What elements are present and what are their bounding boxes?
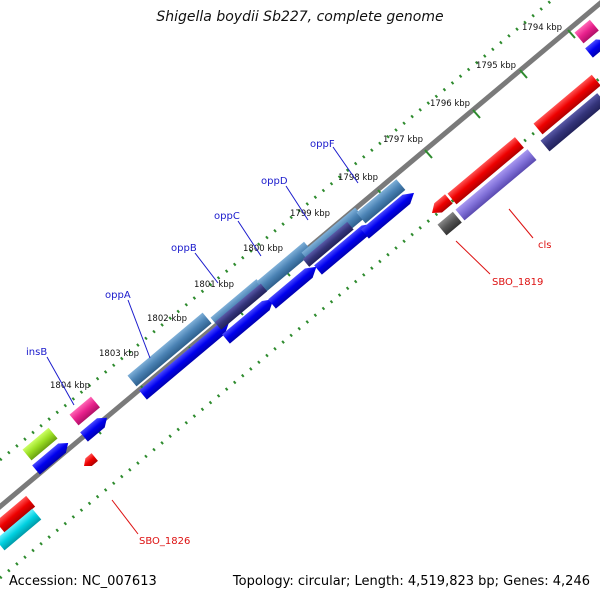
topology-text: Topology: circular; Length: 4,519,823 bp… [232, 574, 590, 589]
kbp-label: 1803 kbp [99, 349, 139, 359]
label-leaders [46, 146, 534, 535]
kbp-label: 1798 kbp [338, 173, 378, 183]
gene-cyan-feature[interactable] [0, 508, 42, 551]
label-oppB[interactable]: oppB [171, 243, 197, 254]
kbp-scale: 1794 kbp 1795 kbp 1796 kbp 1797 kbp 1798… [50, 23, 562, 391]
label-oppC[interactable]: oppC [214, 211, 240, 222]
gene-SBO_1826-feature[interactable] [81, 453, 98, 470]
map-title: Shigella boydii Sb227, complete genome [156, 9, 444, 25]
feature-track-outer-2 [32, 39, 600, 475]
kbp-label: 1794 kbp [522, 23, 562, 33]
kbp-label: 1797 kbp [383, 135, 423, 145]
gene-lime-feature[interactable] [22, 427, 58, 461]
gene-blue-arrow-feature[interactable] [139, 318, 233, 400]
feature-track-inner [0, 74, 600, 551]
gene-top-pink-feature[interactable] [574, 19, 599, 44]
gene-navy-feature[interactable] [540, 93, 600, 152]
gene-labels: oppF oppD oppC oppB oppA insB cls SBO_18… [26, 139, 552, 547]
gene-blue-arrow-feature[interactable] [222, 295, 277, 344]
kbp-label: 1800 kbp [243, 244, 283, 254]
gene-blue-arrow-feature[interactable] [268, 262, 320, 309]
kbp-label: 1801 kbp [194, 280, 234, 290]
gene-red-feature[interactable] [447, 137, 524, 205]
feature-track-outer-1 [22, 19, 599, 461]
kbp-label: 1795 kbp [476, 61, 516, 71]
kbp-label: 1804 kbp [50, 381, 90, 391]
label-oppF[interactable]: oppF [310, 139, 335, 150]
gene-oppF-feature[interactable] [356, 179, 406, 224]
gene-blue-arrow-feature[interactable] [361, 188, 418, 239]
kbp-label: 1796 kbp [430, 99, 470, 109]
kbp-label: 1799 kbp [290, 209, 330, 219]
gene-insB-feature[interactable] [69, 396, 100, 426]
gene-oppC-feature[interactable] [256, 241, 313, 293]
gene-navy-feature[interactable] [302, 221, 354, 267]
gene-cls-feature[interactable] [455, 149, 537, 221]
label-oppD[interactable]: oppD [261, 176, 288, 187]
gene-blue-arrow-feature[interactable] [314, 219, 377, 275]
label-SBO_1819[interactable]: SBO_1819 [492, 277, 543, 288]
gene-red-feature[interactable] [0, 495, 36, 533]
label-SBO_1826[interactable]: SBO_1826 [139, 536, 190, 547]
gene-red-feature[interactable] [533, 74, 600, 135]
kbp-label: 1802 kbp [147, 314, 187, 324]
gene-blue-arrow-feature[interactable] [80, 413, 111, 442]
gene-oppA-feature[interactable] [127, 312, 212, 387]
gene-blue-arrow-feature[interactable] [32, 438, 72, 475]
label-cls[interactable]: cls [538, 240, 552, 251]
accession-text: Accession: NC_007613 [9, 574, 157, 589]
label-oppA[interactable]: oppA [105, 290, 131, 301]
gene-red-arrow-feature[interactable] [428, 194, 453, 217]
gene-SBO_1819-feature[interactable] [437, 211, 462, 236]
gene-navy-feature[interactable] [214, 283, 268, 330]
label-insB[interactable]: insB [26, 347, 47, 358]
